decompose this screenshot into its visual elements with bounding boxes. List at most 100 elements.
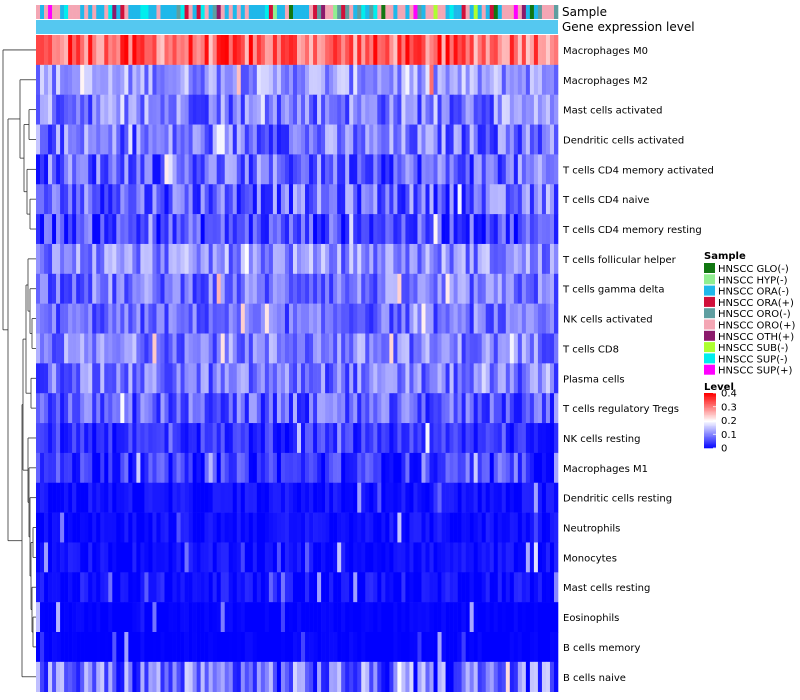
heatmap-cell [453, 542, 458, 573]
heatmap-cell [441, 303, 446, 334]
sample-track-cell [228, 5, 234, 19]
heatmap-cell [188, 363, 193, 394]
heatmap-cell [292, 542, 298, 573]
heatmap-cell [521, 452, 527, 484]
heatmap-cell [264, 661, 270, 692]
heatmap-cell [513, 482, 519, 513]
heatmap-cell [240, 94, 246, 125]
heatmap-cell [56, 423, 61, 454]
heatmap-cell [541, 184, 547, 215]
heatmap-cell [461, 482, 466, 513]
heatmap-cell [377, 542, 382, 573]
heatmap-cell [124, 602, 129, 633]
heatmap-cell [96, 393, 101, 424]
heatmap-cell [224, 363, 230, 394]
heatmap-cell [497, 452, 503, 484]
heatmap-cell [357, 512, 362, 543]
sample-track-cell [385, 5, 390, 19]
heatmap-cell [44, 482, 49, 513]
heatmap-cell [401, 243, 406, 275]
heatmap-cell [48, 303, 53, 334]
heatmap-cell [192, 632, 197, 663]
heatmap-cell [36, 482, 41, 513]
heatmap-cell [533, 184, 539, 215]
heatmap-cell [244, 482, 250, 513]
heatmap-cell [232, 661, 238, 692]
heatmap-cell [260, 303, 266, 334]
heatmap-cell [80, 94, 85, 125]
heatmap-cell [104, 154, 109, 185]
heatmap-cell [549, 35, 555, 66]
heatmap-cell [40, 423, 45, 454]
heatmap-cell [208, 363, 213, 394]
heatmap-cell [72, 184, 77, 215]
heatmap-cell [228, 393, 234, 424]
heatmap-cell [473, 393, 478, 424]
sample-track-cell [268, 5, 274, 19]
heatmap-cell [497, 303, 503, 334]
heatmap-cell [84, 512, 89, 543]
heatmap-cell [353, 303, 358, 334]
heatmap-cell [84, 363, 89, 394]
heatmap-cell [421, 452, 426, 484]
heatmap-cell [100, 482, 105, 513]
heatmap-cell [36, 423, 41, 454]
heatmap-cell [164, 124, 169, 155]
heatmap-cell [477, 572, 483, 603]
heatmap-cell [248, 333, 254, 364]
level-colorbar-step [704, 419, 716, 421]
heatmap-cell [276, 273, 282, 304]
heatmap-cell [264, 64, 270, 95]
heatmap-cell [132, 64, 137, 95]
heatmap-cell [88, 303, 93, 334]
heatmap-cell [489, 273, 495, 304]
heatmap-cell [341, 363, 346, 394]
heatmap-cell [353, 661, 358, 692]
heatmap-cell [345, 482, 350, 513]
sample-track-cell [421, 5, 426, 19]
heatmap-cell [36, 124, 41, 155]
heatmap-cell [353, 423, 358, 454]
heatmap-cell [272, 64, 278, 95]
heatmap-cell [84, 303, 89, 334]
heatmap-cell [288, 661, 294, 692]
heatmap-cell [493, 512, 499, 543]
heatmap-cell [421, 303, 426, 334]
sample-track-cell [513, 5, 519, 19]
heatmap-cell [264, 154, 270, 185]
heatmap-cell [156, 124, 161, 155]
heatmap-cell [529, 363, 535, 394]
heatmap-cell [140, 214, 145, 245]
heatmap-cell [425, 452, 430, 484]
heatmap-cell [192, 482, 197, 513]
heatmap-cell [156, 184, 161, 215]
heatmap-cell [429, 94, 434, 125]
heatmap-cell [489, 184, 495, 215]
heatmap-cell [533, 64, 539, 95]
level-colorbar-step [704, 409, 716, 412]
heatmap-cell [128, 303, 133, 334]
heatmap-cell [501, 452, 507, 484]
heatmap-cell [184, 512, 189, 543]
heatmap-cell [341, 243, 346, 275]
heatmap-cell [405, 64, 410, 95]
heatmap-cell [172, 482, 177, 513]
heatmap-cell [184, 184, 189, 215]
heatmap-cell [128, 363, 133, 394]
heatmap-cell [417, 64, 422, 95]
heatmap-cell [52, 542, 57, 573]
heatmap-cell [333, 303, 338, 334]
heatmap-cell [497, 273, 503, 304]
heatmap-cell [501, 184, 507, 215]
heatmap-cell [349, 393, 354, 424]
heatmap-cell [224, 393, 230, 424]
heatmap-cell [284, 94, 290, 125]
heatmap-cell [345, 64, 350, 95]
heatmap-cell [489, 64, 495, 95]
heatmap-cell [361, 572, 366, 603]
heatmap-cell [533, 333, 539, 364]
heatmap-cell [288, 94, 294, 125]
heatmap-cell [501, 632, 507, 663]
level-colorbar-step [704, 405, 716, 408]
heatmap-cell [449, 393, 454, 424]
